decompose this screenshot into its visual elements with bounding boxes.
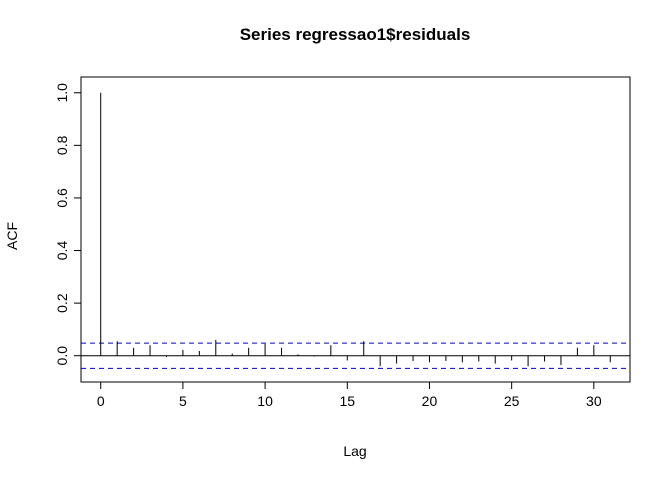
- y-tick-label: 0.2: [54, 293, 70, 313]
- y-tick-label: 1.0: [54, 83, 70, 103]
- x-tick-label: 0: [97, 393, 105, 409]
- plot-frame: [80, 76, 631, 383]
- y-tick-label: 0.6: [54, 188, 70, 208]
- y-axis: 0.0 0.2 0.4 0.6 0.8 1.0: [54, 83, 82, 366]
- x-tick-label: 25: [504, 393, 520, 409]
- chart-title: Series regressao1$residuals: [240, 25, 471, 44]
- x-axis: 0 5 10 15 20 25 30: [97, 381, 602, 409]
- x-axis-label: Lag: [343, 443, 366, 459]
- y-tick-label: 0.4: [54, 241, 70, 261]
- reference-lines: [81, 342, 630, 369]
- x-tick-label: 10: [257, 393, 273, 409]
- y-axis-label: ACF: [4, 222, 20, 250]
- acf-bars: [100, 92, 611, 367]
- y-tick-label: 0.8: [54, 135, 70, 155]
- x-tick-label: 30: [586, 393, 602, 409]
- y-tick-label: 0.0: [54, 346, 70, 366]
- x-tick-label: 20: [422, 393, 438, 409]
- x-tick-label: 5: [179, 393, 187, 409]
- x-tick-label: 15: [339, 393, 355, 409]
